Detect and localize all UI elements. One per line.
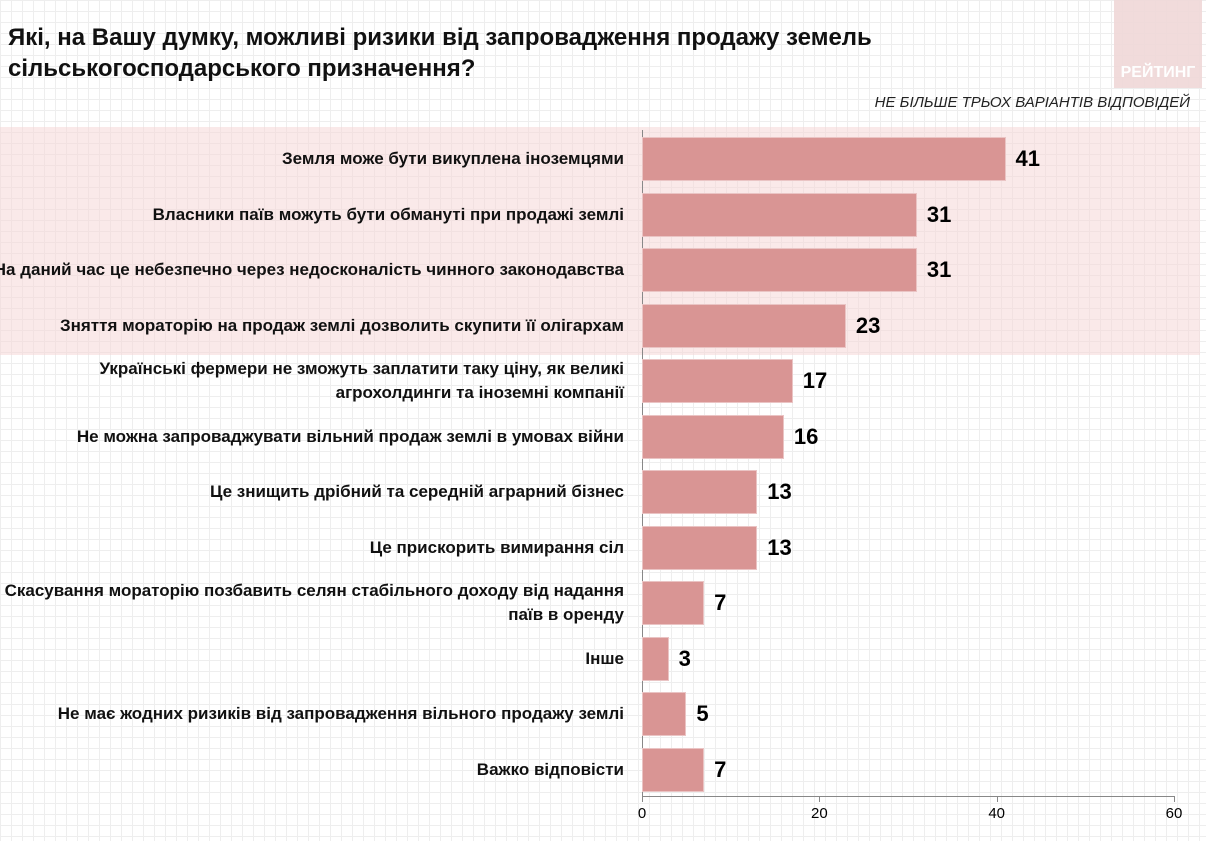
- bar-label: На даний час це небезпечно через недоско…: [0, 260, 624, 279]
- x-axis: [642, 796, 1174, 797]
- data-label: 7: [714, 590, 727, 615]
- bar: [642, 470, 758, 514]
- bar: [642, 581, 705, 625]
- bar-label: Власники паїв можуть бути обмануті при п…: [152, 204, 624, 224]
- bar-label: Не має жодних ризиків від запровадження …: [57, 704, 624, 723]
- bar-label: Інше: [585, 648, 624, 668]
- data-label: 41: [1015, 146, 1041, 171]
- x-tick: [642, 796, 643, 802]
- bar: [642, 525, 758, 570]
- data-label: 13: [767, 479, 792, 504]
- data-label: 31: [926, 201, 952, 227]
- x-tick: [996, 796, 998, 802]
- bar-label: Скасування мораторію позбавить селян ста…: [4, 581, 624, 624]
- x-tick: [1174, 796, 1175, 802]
- bar-label: Українські фермери не зможуть заплатити …: [99, 359, 624, 402]
- data-label: 7: [714, 756, 727, 782]
- bar: [642, 636, 669, 681]
- logo: РЕЙТИНГ: [1114, 0, 1202, 88]
- bar: [642, 359, 793, 403]
- bar: [642, 303, 846, 348]
- x-tick: [819, 796, 821, 802]
- x-tick-label: 40: [988, 805, 1005, 822]
- bar: [642, 414, 784, 459]
- bar-label: Зняття мораторію на продаж землі дозволи…: [59, 315, 624, 335]
- bar: [642, 692, 687, 736]
- bar-label: Важко відповісти: [476, 759, 624, 779]
- bar: [642, 137, 1006, 181]
- data-label: 23: [855, 312, 881, 338]
- bar: [642, 192, 917, 237]
- bar-label: Це знищить дрібний та середній аграрний …: [209, 482, 624, 501]
- x-tick-label: 20: [810, 805, 828, 822]
- data-label: 5: [696, 701, 709, 726]
- bar: [642, 747, 705, 792]
- bar-label: Земля може бути викуплена іноземцями: [281, 149, 624, 168]
- bar: [642, 248, 917, 292]
- data-label: 17: [802, 368, 828, 393]
- y-axis: [642, 130, 643, 800]
- data-label: 13: [767, 534, 792, 560]
- data-label: 16: [793, 423, 819, 449]
- data-label: 3: [678, 645, 691, 671]
- x-tick-label: 0: [637, 805, 647, 822]
- bar-label: Не можна запроваджувати вільний продаж з…: [76, 426, 624, 446]
- x-tick-label: 60: [1165, 805, 1183, 822]
- chart-title: Які, на Вашу думку, можливі ризики від з…: [8, 24, 872, 82]
- data-label: 31: [926, 257, 952, 282]
- bar-label: Це прискорить вимирання сіл: [369, 537, 624, 557]
- chart-subtitle: НЕ БІЛЬШЕ ТРЬОХ ВАРІАНТІВ ВІДПОВІДЕЙ: [874, 94, 1190, 111]
